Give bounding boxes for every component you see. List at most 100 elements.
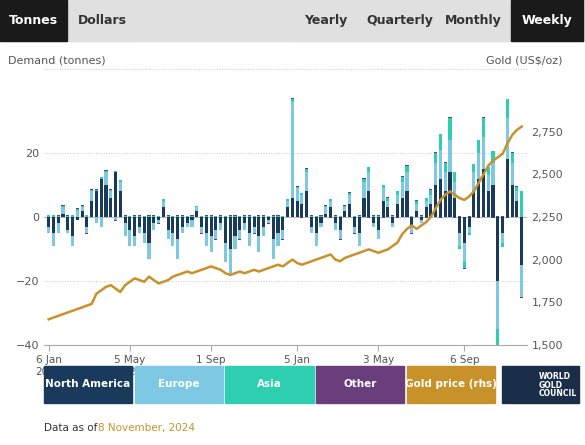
Bar [114, 170, 117, 172]
Bar [415, 204, 418, 210]
Bar [214, 217, 218, 230]
Bar [162, 199, 165, 201]
Bar [506, 118, 509, 159]
Bar [85, 227, 88, 233]
Bar [363, 182, 366, 198]
Bar [467, 216, 471, 217]
Bar [152, 216, 156, 217]
Bar [453, 198, 456, 217]
Bar [47, 215, 50, 217]
Bar [123, 215, 127, 216]
Bar [491, 162, 494, 185]
Bar [128, 217, 132, 230]
Bar [305, 191, 308, 217]
Bar [66, 215, 69, 216]
Bar [386, 207, 390, 217]
Bar [343, 210, 346, 217]
Bar [81, 206, 84, 207]
Bar [420, 215, 423, 216]
Bar [114, 220, 117, 221]
Bar [248, 216, 251, 217]
Bar [119, 191, 122, 217]
Text: COUNCIL: COUNCIL [539, 389, 577, 398]
Bar [105, 170, 108, 172]
Bar [281, 239, 284, 240]
Bar [138, 227, 141, 233]
Bar [334, 216, 337, 217]
Bar [329, 199, 332, 201]
Bar [181, 217, 184, 227]
Bar [315, 216, 318, 217]
Bar [339, 217, 342, 230]
Bar [114, 172, 117, 217]
Bar [329, 201, 332, 207]
Bar [439, 178, 442, 217]
Bar [181, 227, 184, 233]
Bar [147, 217, 150, 243]
Bar [147, 243, 150, 259]
Bar [162, 201, 165, 207]
Bar [61, 207, 64, 214]
Bar [81, 205, 84, 206]
Bar [95, 217, 98, 223]
Bar [353, 227, 356, 233]
Bar [109, 189, 112, 190]
Bar [295, 201, 299, 217]
Bar [57, 215, 60, 216]
Bar [152, 223, 156, 230]
Bar [372, 215, 375, 216]
Bar [363, 178, 366, 182]
Text: Data as of: Data as of [44, 423, 101, 433]
Bar [377, 217, 380, 230]
Bar [95, 189, 98, 190]
Bar [209, 236, 213, 252]
Bar [176, 215, 179, 216]
Bar [109, 191, 112, 198]
Bar [467, 227, 471, 233]
Bar [496, 329, 500, 351]
Bar [295, 186, 299, 188]
Bar [401, 198, 404, 217]
Bar [506, 217, 509, 218]
Bar [138, 216, 141, 217]
Bar [267, 220, 270, 223]
Bar [143, 233, 146, 243]
Bar [52, 217, 55, 233]
Bar [319, 223, 322, 227]
Bar [191, 216, 194, 217]
Bar [171, 246, 174, 247]
Bar [119, 179, 122, 180]
Bar [123, 216, 127, 217]
Bar [501, 217, 504, 233]
Bar [501, 216, 504, 217]
Bar [90, 190, 93, 191]
Bar [99, 217, 103, 227]
Bar [396, 194, 399, 204]
Bar [147, 215, 150, 216]
Bar [243, 216, 246, 217]
Bar [458, 217, 461, 233]
Bar [315, 246, 318, 247]
Text: Monthly: Monthly [445, 14, 502, 27]
Bar [171, 217, 174, 233]
Bar [310, 215, 313, 216]
Bar [415, 201, 418, 204]
Bar [176, 216, 179, 217]
Bar [257, 217, 260, 236]
Bar [458, 233, 461, 246]
Bar [205, 215, 208, 216]
Bar [357, 215, 361, 216]
Bar [367, 172, 370, 191]
Bar [491, 217, 494, 218]
Bar [449, 118, 452, 140]
Bar [386, 198, 390, 201]
Bar [482, 117, 485, 118]
Bar [185, 216, 189, 217]
Bar [253, 227, 256, 233]
Bar [434, 152, 437, 153]
Bar [291, 102, 294, 198]
Bar [319, 217, 322, 223]
Bar [348, 194, 351, 204]
Bar [515, 191, 518, 201]
Bar [257, 236, 260, 252]
